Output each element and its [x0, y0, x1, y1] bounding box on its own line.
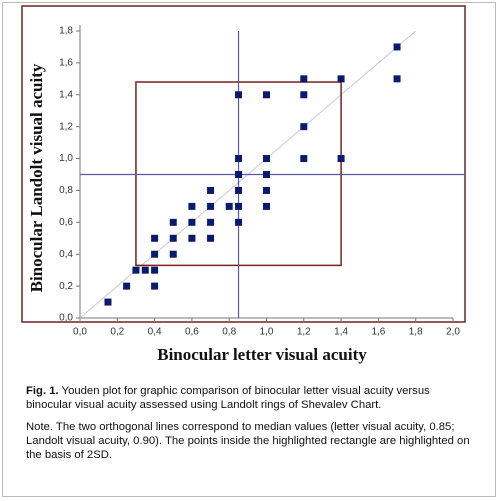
point: [188, 218, 196, 226]
y-tick-label: 0,0: [59, 313, 73, 324]
x-tick-label: 0,6: [185, 327, 199, 338]
y-tick-label: 1,6: [59, 58, 73, 69]
y-tick-label: 0,6: [59, 217, 73, 228]
y-tick-label: 1,4: [59, 89, 73, 100]
point: [263, 91, 270, 99]
x-tick-label: 1,8: [409, 327, 423, 338]
point: [393, 43, 401, 51]
caption: Fig. 1. Youden plot for graphic comparis…: [26, 384, 474, 470]
point: [300, 123, 308, 131]
y-tick-label: 1,8: [59, 26, 73, 37]
point: [263, 202, 270, 210]
y-tick-label: 0,2: [59, 281, 73, 292]
x-axis-title: Binocular letter visual acuity: [157, 345, 367, 364]
point: [337, 75, 345, 83]
point: [169, 234, 177, 242]
x-tick-label: 1,2: [297, 327, 311, 338]
point: [123, 282, 131, 290]
x-tick-label: 0,8: [222, 327, 236, 338]
x-tick-label: 0,4: [148, 327, 162, 338]
point: [263, 186, 270, 194]
y-tick-label: 1,0: [59, 153, 73, 164]
point: [337, 155, 345, 163]
point: [263, 171, 270, 178]
note: Note. The two orthogonal lines correspon…: [26, 421, 470, 461]
caption-label: Fig. 1.: [26, 385, 59, 397]
point: [235, 186, 243, 194]
point: [263, 155, 270, 163]
y-tick-label: 0,8: [59, 185, 73, 196]
point: [235, 218, 243, 226]
y-tick-label: 1,2: [59, 121, 73, 132]
x-tick-label: 2,0: [446, 327, 460, 338]
y-tick-label: 0,4: [59, 249, 73, 260]
point: [151, 282, 159, 290]
point: [235, 171, 243, 178]
chart: Binocular letter visual acuity Binocular…: [21, 5, 466, 364]
point: [300, 91, 308, 99]
point: [151, 250, 159, 258]
point: [188, 234, 196, 242]
caption-paragraph: Fig. 1. Youden plot for graphic comparis…: [26, 384, 474, 412]
point: [207, 218, 215, 226]
x-tick-label: 0,2: [110, 327, 124, 338]
point: [188, 202, 196, 210]
point: [300, 75, 308, 83]
point: [104, 298, 112, 306]
point: [169, 250, 177, 258]
point: [207, 186, 215, 194]
point: [225, 202, 233, 210]
point: [151, 266, 159, 274]
page-frame: [2, 2, 496, 497]
x-tick-label: 1,6: [371, 327, 385, 338]
x-tick-label: 1,0: [260, 327, 274, 338]
point: [235, 202, 243, 210]
chart-frame: [21, 5, 466, 323]
point: [235, 91, 243, 99]
point: [235, 155, 243, 163]
point: [300, 155, 308, 163]
x-tick-label: 1,4: [334, 327, 348, 338]
point: [132, 266, 140, 274]
point: [207, 234, 215, 242]
caption-text: Youden plot for graphic comparison of bi…: [26, 385, 430, 411]
point: [393, 75, 401, 83]
y-axis-title: Binocular Landolt visual acuity: [27, 63, 46, 292]
point: [169, 218, 177, 226]
point: [207, 202, 215, 210]
point: [141, 266, 149, 274]
x-tick-label: 0,0: [73, 327, 87, 338]
point: [151, 234, 159, 242]
